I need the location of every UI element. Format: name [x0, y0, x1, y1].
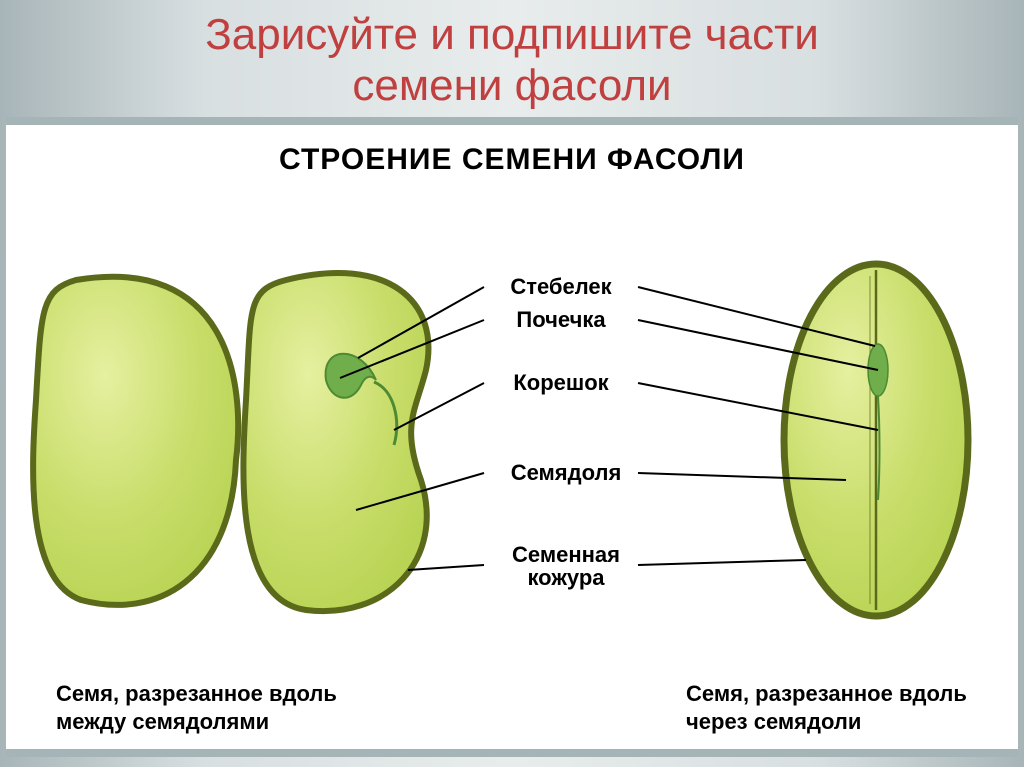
seed-svg: [6, 185, 1018, 705]
slide-title: Зарисуйте и подпишите части семени фасол…: [0, 0, 1024, 115]
diagram-panel: СТРОЕНИЕ СЕМЕНИ ФАСОЛИ Стебелек Почечка …: [6, 117, 1018, 757]
diagram-title: СТРОЕНИЕ СЕМЕНИ ФАСОЛИ: [6, 125, 1018, 185]
caption-right: Семя, разрезанное вдоль через семядоли: [686, 680, 967, 735]
label-radicle: Корешок: [486, 371, 636, 394]
slide-title-line2: семени фасоли: [352, 61, 671, 110]
label-bud: Почечка: [486, 308, 636, 331]
slide-title-line1: Зарисуйте и подпишите части: [205, 10, 819, 59]
label-seedcoat: Семенная кожура: [486, 543, 646, 589]
caption-left: Семя, разрезанное вдоль между семядолями: [56, 680, 337, 735]
label-cotyledon: Семядоля: [486, 461, 646, 484]
diagram-stage: Стебелек Почечка Корешок Семядоля Семенн…: [6, 185, 1018, 749]
label-stem: Стебелек: [486, 275, 636, 298]
